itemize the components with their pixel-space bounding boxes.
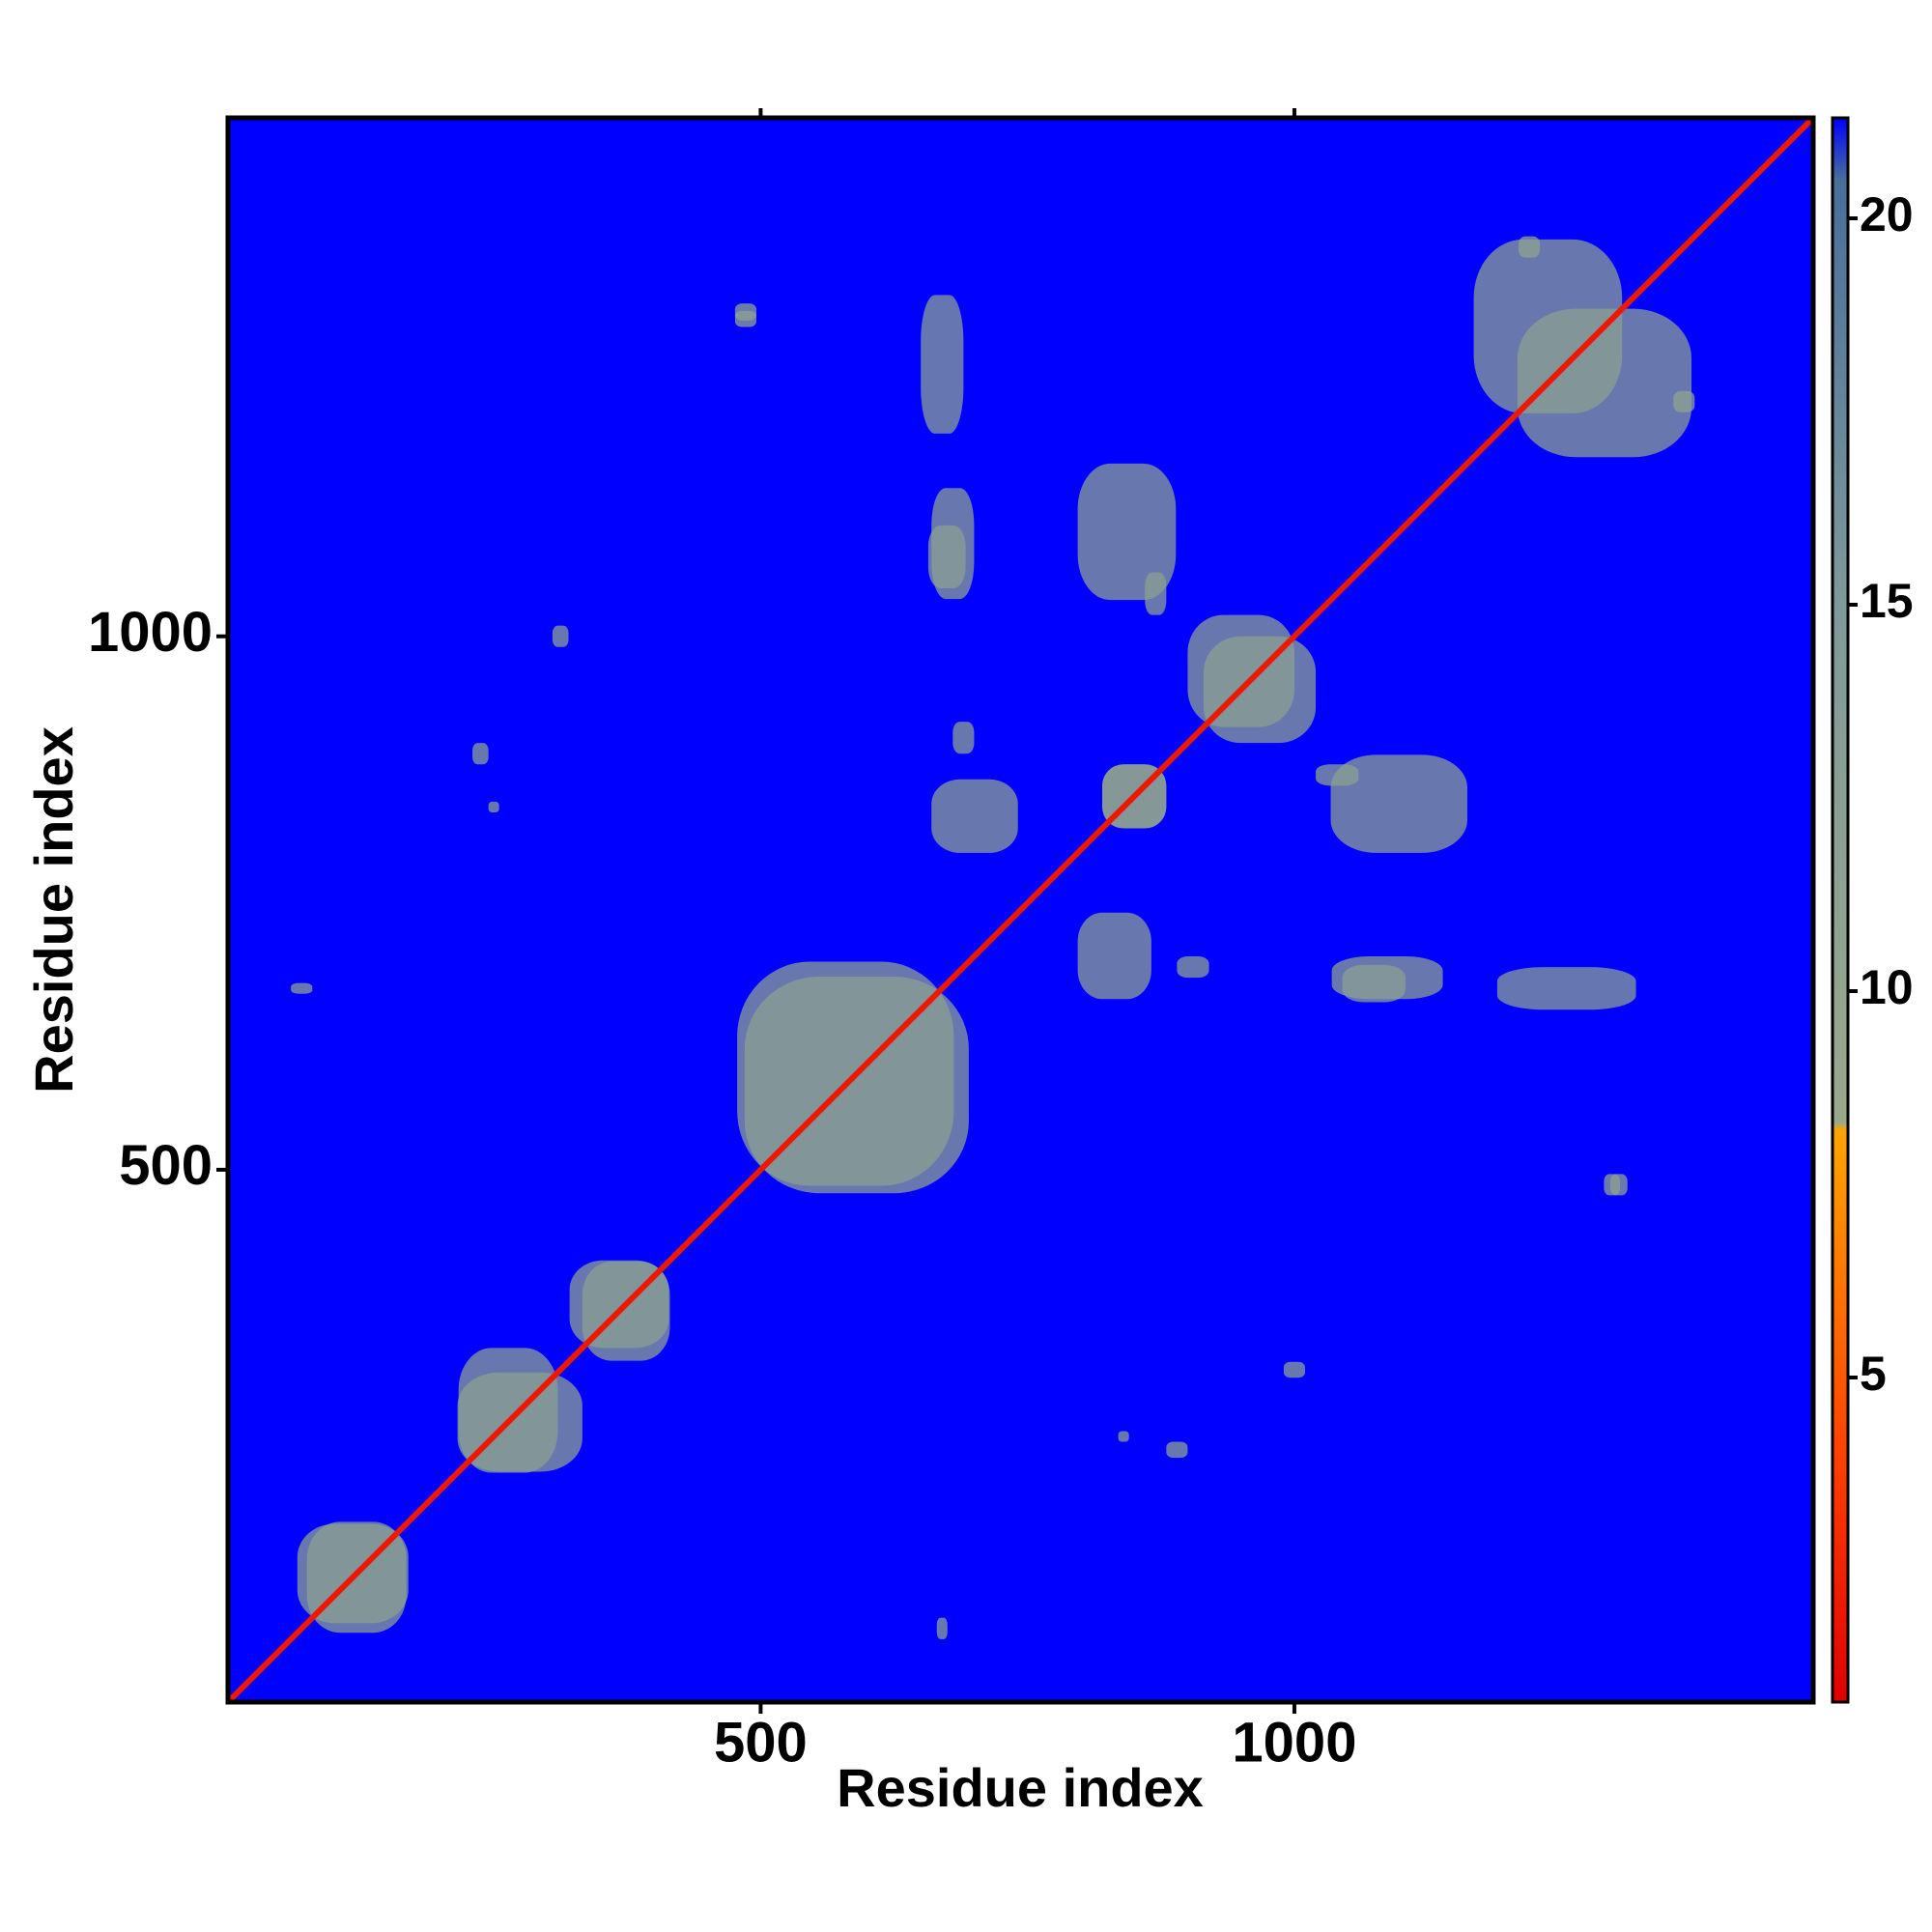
contact-region (744, 977, 969, 1194)
contact-region (1517, 308, 1692, 458)
contact-region (552, 625, 569, 647)
contact-region (921, 295, 964, 434)
contact-region (472, 743, 489, 765)
x-tick-label: 500 (714, 1711, 808, 1774)
contact-region (931, 488, 975, 600)
contact-region (1118, 1431, 1129, 1442)
contact-region (457, 1372, 582, 1472)
contact-region (1145, 572, 1167, 615)
colorbar-tick-label: 10 (1860, 960, 1914, 1014)
contact-region (1673, 390, 1695, 412)
contact-region (936, 1617, 948, 1639)
contact-region (1077, 463, 1177, 601)
diagonal (228, 118, 1813, 1702)
contact-region (952, 722, 975, 754)
colorbar-tick-label: 15 (1860, 574, 1914, 628)
contact-region (1330, 754, 1467, 853)
contact-region (1316, 764, 1359, 786)
contact-region (931, 779, 1018, 853)
contact-region (488, 801, 499, 812)
colorbar (1831, 116, 1850, 1704)
contact-region (1204, 636, 1317, 744)
contact-region (1604, 1174, 1620, 1196)
colorbar-tick-label: 20 (1860, 187, 1914, 242)
x-tick-label: 1000 (1232, 1711, 1356, 1774)
contact-region (1177, 956, 1209, 979)
contact-region (1496, 967, 1636, 1010)
contact-region (1519, 236, 1541, 258)
contact-region (1331, 956, 1443, 1000)
contact-region (1077, 912, 1151, 1000)
x-axis-title: Residue index (837, 1757, 1204, 1818)
plot-area (228, 118, 1813, 1702)
contact-region (1166, 1441, 1188, 1459)
plot-frame (225, 115, 1816, 1705)
contact-region (291, 982, 313, 994)
contact-region (734, 310, 756, 327)
y-axis-title: Residue index (23, 726, 84, 1094)
y-tick-label: 500 (119, 1134, 213, 1197)
colorbar-tick-label: 5 (1860, 1347, 1887, 1401)
y-tick-label: 1000 (88, 601, 213, 664)
contact-region (1283, 1361, 1305, 1378)
